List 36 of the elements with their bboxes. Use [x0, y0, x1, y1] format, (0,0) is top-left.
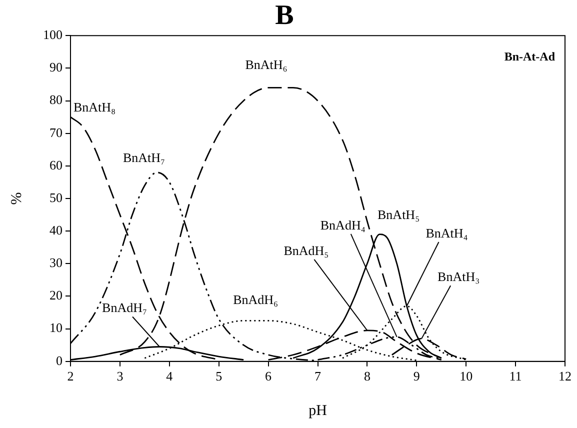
y-tick-label: 80 — [50, 92, 62, 108]
text: BnAdH₅ — [284, 242, 329, 258]
series-label: BnAtH₆ — [245, 57, 288, 72]
series-label: BnAtH₅ — [378, 206, 420, 222]
x-tick-label: 2 — [67, 368, 74, 384]
x-axis-title: pH — [308, 402, 328, 419]
x-tick-label: 5 — [216, 368, 222, 384]
x-tick-label: 3 — [116, 368, 124, 384]
y-tick-label: 70 — [50, 124, 62, 140]
y-tick-label: 20 — [50, 288, 62, 303]
x-tick-label: 11 — [509, 368, 522, 384]
x-tick-label: 10 — [460, 368, 473, 384]
y-tick-label: 100 — [43, 27, 62, 42]
text: BnAtH₃ — [438, 269, 480, 284]
y-tick-label: 30 — [50, 255, 62, 270]
x-tick-label: 12 — [558, 368, 572, 384]
x-tick-label: 4 — [166, 368, 174, 384]
x-tick-label: 7 — [314, 368, 322, 384]
series-label: BnAdH₆ — [233, 292, 278, 308]
text: BnAdH₇ — [102, 300, 147, 316]
y-tick-label: 90 — [50, 60, 62, 75]
chart-title: B — [275, 0, 294, 32]
x-tick-label: 6 — [265, 368, 272, 384]
y-tick-label: 60 — [50, 157, 62, 172]
y-tick-label: 50 — [50, 190, 62, 205]
series-label: BnAtH₈ — [73, 99, 116, 114]
y-tick-label: 10 — [50, 320, 62, 336]
x-tick-label: 9 — [413, 368, 420, 384]
y-tick-label: 40 — [50, 222, 62, 238]
series-label: BnAtH₇ — [122, 150, 166, 165]
text: BnAtH₄ — [426, 225, 468, 240]
annotation: Bn-At-Ad — [504, 50, 556, 64]
x-tick-label: 8 — [364, 368, 370, 384]
y-axis-title: % — [8, 192, 25, 205]
text: BnAdH₄ — [320, 217, 366, 232]
y-tick-label: 0 — [56, 352, 62, 368]
